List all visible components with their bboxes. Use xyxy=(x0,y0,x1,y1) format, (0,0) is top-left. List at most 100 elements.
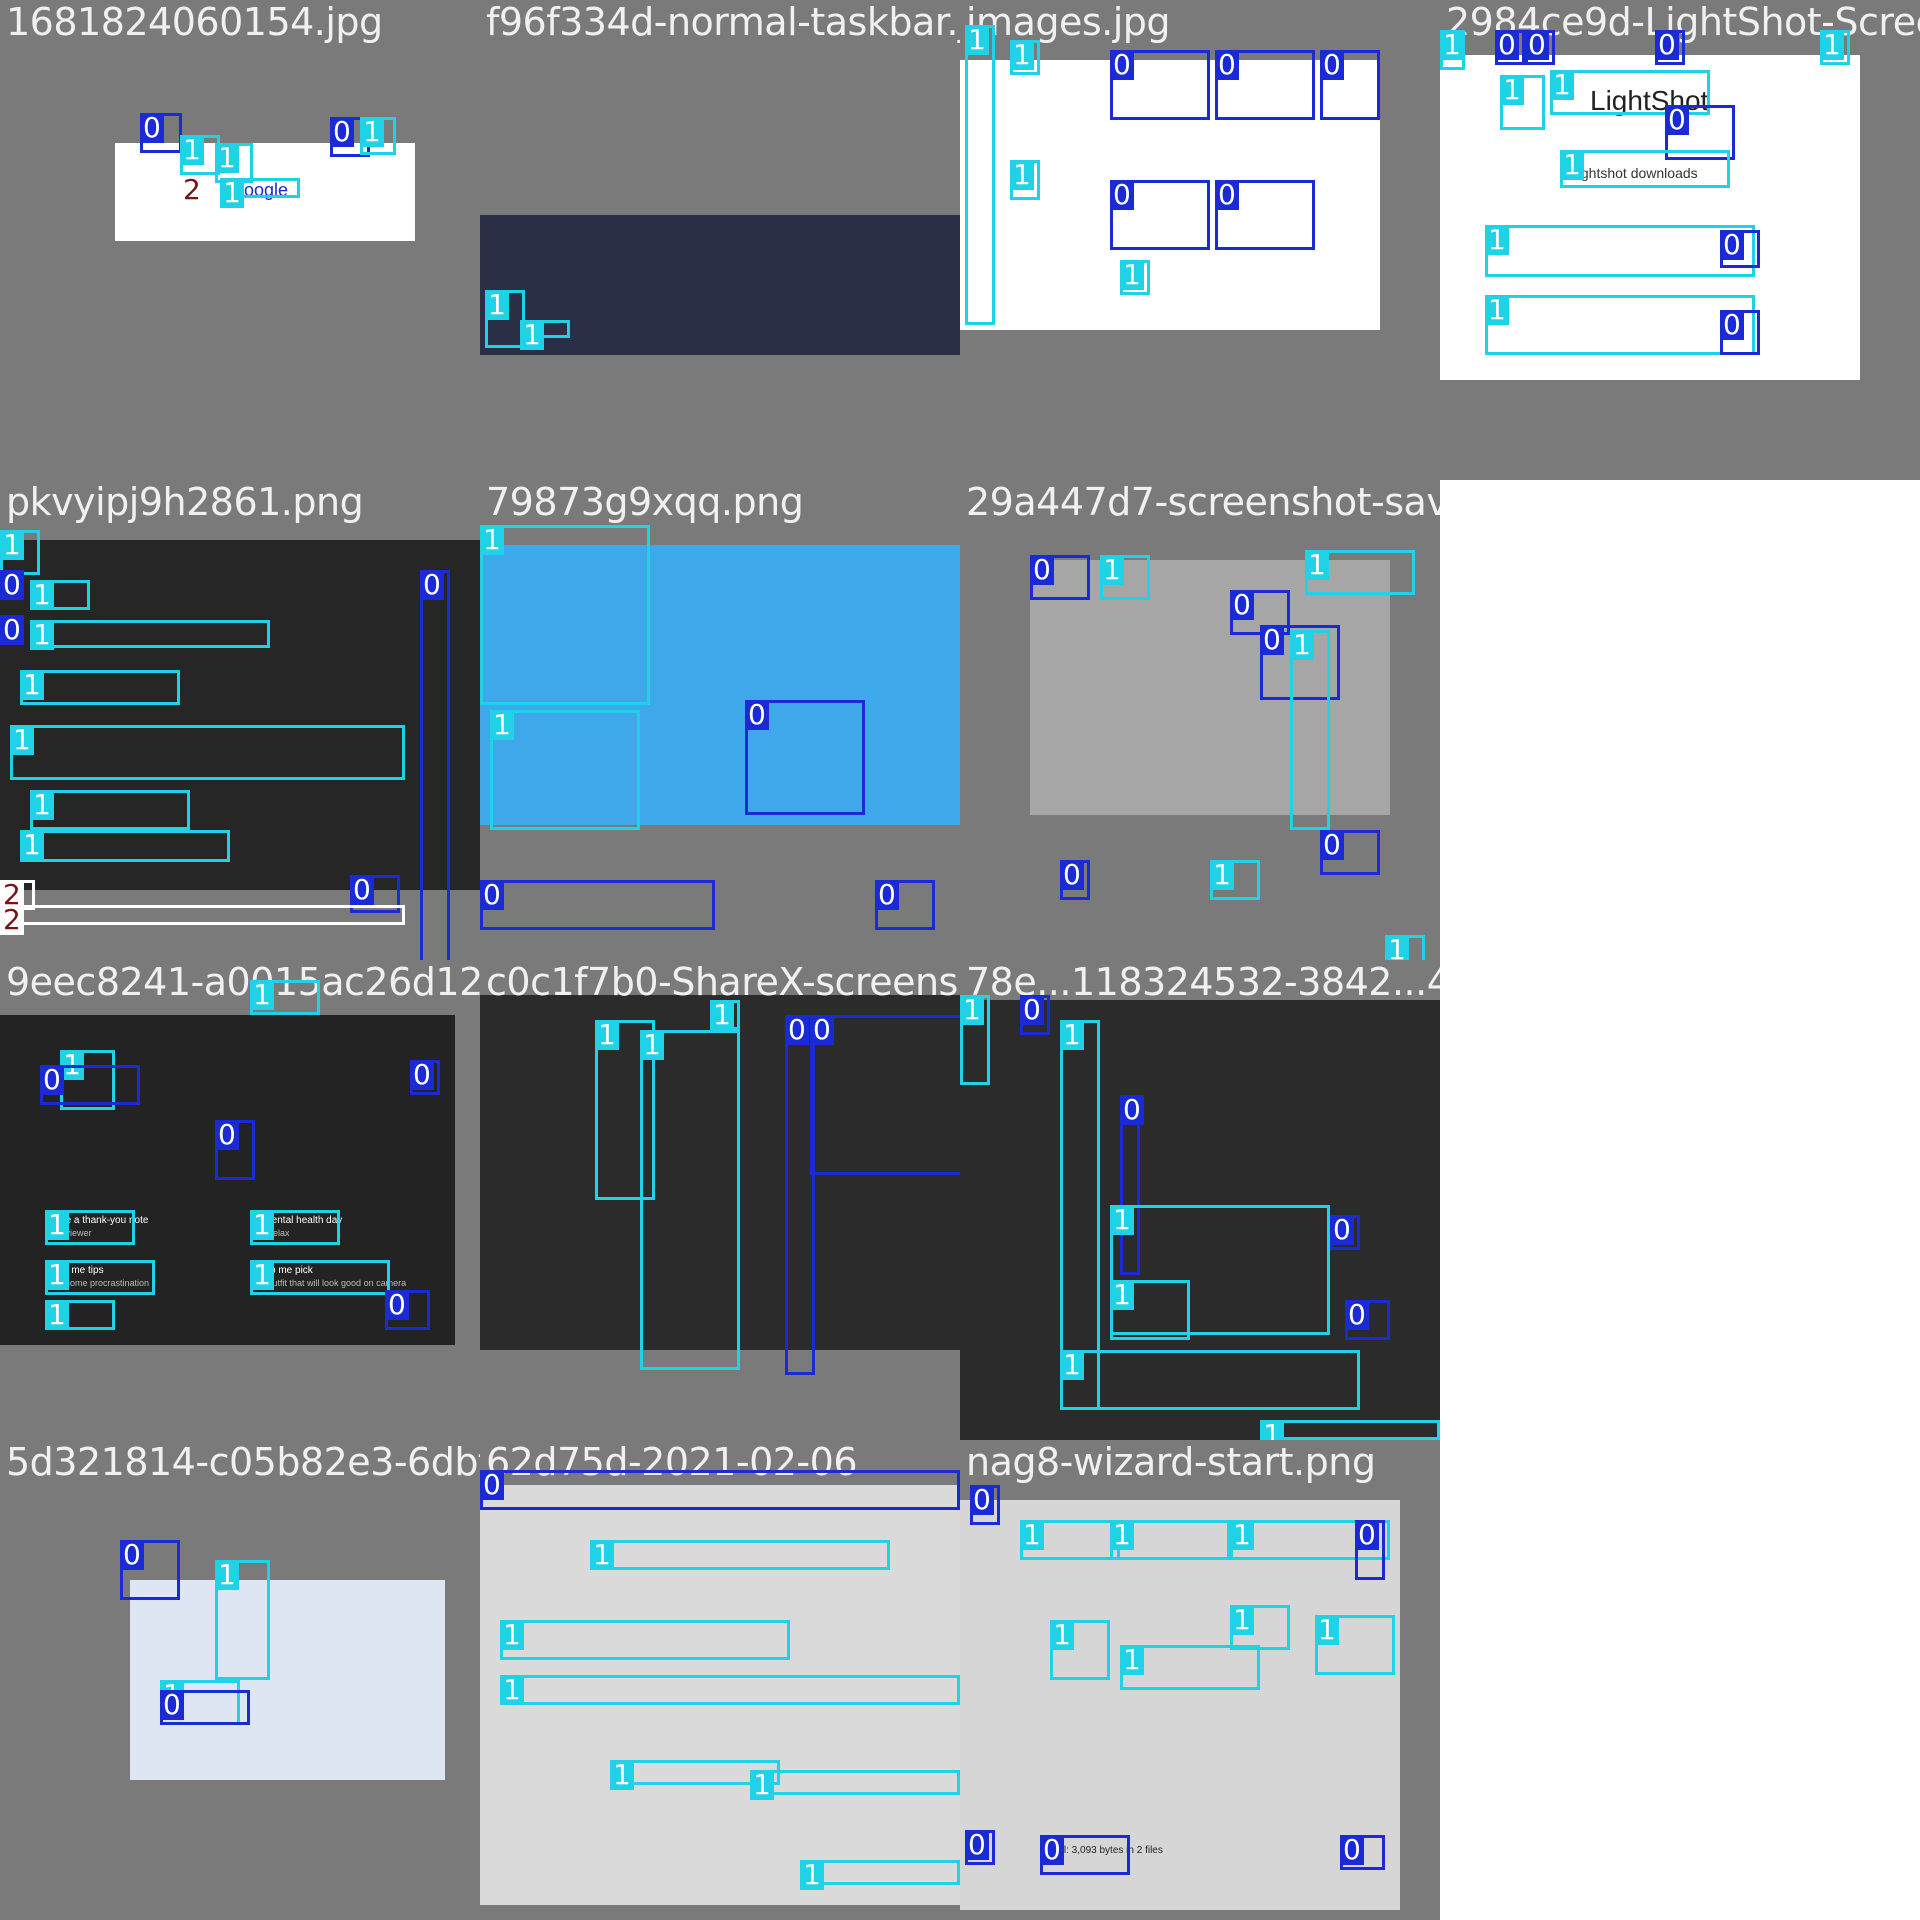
class-badge: 1 xyxy=(1050,1620,1074,1650)
class-badge: 1 xyxy=(1210,860,1234,890)
bounding-box-class-1: 1 xyxy=(960,995,990,1085)
class-badge: 1 xyxy=(485,290,509,320)
bounding-box-class-0: 0 xyxy=(0,570,24,600)
cell-filename: images.jpg xyxy=(966,0,1171,44)
class-badge: 0 xyxy=(1120,1095,1144,1125)
class-badge: 1 xyxy=(215,1560,239,1590)
class-badge: 1 xyxy=(0,530,24,560)
panel-label: Give me tips xyxy=(48,1265,104,1276)
bounding-box-class-1: 1 xyxy=(1010,160,1040,200)
bounding-box-class-1: 1 xyxy=(1100,555,1150,600)
class-badge: 0 xyxy=(1655,30,1679,60)
bounding-box-class-0: 0 xyxy=(1720,310,1760,355)
class-badge: 0 xyxy=(1345,1300,1369,1330)
bounding-box-class-1: 1 xyxy=(45,1210,135,1245)
class-badge: 0 xyxy=(1215,50,1239,80)
class-badge: 0 xyxy=(1495,30,1519,60)
bounding-box-class-0: 0 xyxy=(1110,180,1210,250)
cell-filename: c0c1f7b0-ShareX-screenshot xyxy=(486,960,960,1004)
class-badge: 1 xyxy=(1060,1350,1084,1380)
cell-filename: 29a447d7-screenshot-save-location-1-800x xyxy=(966,480,1440,524)
screenshot-panel xyxy=(480,1485,960,1905)
class-badge: 0 xyxy=(1330,1215,1354,1245)
class-badge: 0 xyxy=(480,1470,504,1500)
bounding-box-class-1: 1 xyxy=(45,1300,115,1330)
grid-cell: 5d321814-c05b82e3-6dbf-400110 xyxy=(0,1440,480,1920)
class-badge: 1 xyxy=(1110,1520,1134,1550)
cell-filename: 9eec8241-a0015ac26d12d0 xyxy=(6,960,480,1004)
class-badge: 0 xyxy=(1040,1835,1064,1865)
class-badge: 0 xyxy=(1320,50,1344,80)
bounding-box-class-0: 0 xyxy=(785,1015,815,1375)
class-badge: 0 xyxy=(410,1060,434,1090)
class-badge: 1 xyxy=(1060,1020,1084,1050)
bounding-box-class-1: 1 xyxy=(180,135,220,175)
grid-cell xyxy=(1440,960,1920,1440)
class-badge: 1 xyxy=(30,580,54,610)
class-badge: 1 xyxy=(1010,160,1034,190)
class-badge: 1 xyxy=(1260,1420,1284,1440)
class-badge: 0 xyxy=(1230,590,1254,620)
panel-label: a mental health day xyxy=(255,1215,343,1226)
bounding-box-class-1: 1 xyxy=(1060,1020,1100,1410)
class-badge: 1 xyxy=(595,1020,619,1050)
class-badge: 1 xyxy=(45,1260,69,1290)
class-badge: 0 xyxy=(120,1540,144,1570)
bounding-box-class-1: 1 xyxy=(710,1000,740,1030)
class-badge: 0 xyxy=(785,1015,809,1045)
class-badge: 1 xyxy=(520,320,544,350)
class-badge: 0 xyxy=(0,615,24,645)
class-badge: 1 xyxy=(360,117,384,147)
bounding-box-class-1: 1 xyxy=(30,620,270,650)
grid-cell: 9eec8241-a0015ac26d12d0 Write a thank-you… xyxy=(0,960,480,1440)
bounding-box-class-1: 1 xyxy=(490,710,640,830)
class-badge: 1 xyxy=(250,1210,274,1240)
cell-filename: 62d75d-2021-02-06 xyxy=(486,1440,858,1484)
class-badge: 2 xyxy=(180,175,204,205)
screenshot-panel xyxy=(480,545,960,825)
class-badge: 1 xyxy=(960,995,984,1025)
bounding-box-class-2: 2 xyxy=(0,905,405,935)
panel-label: an outfit that will look good on camera xyxy=(255,1278,407,1288)
bounding-box-class-1: 1 xyxy=(20,670,180,705)
bounding-box-class-1: 1 xyxy=(1110,1280,1190,1340)
class-badge: 0 xyxy=(1020,995,1044,1025)
class-badge: 1 xyxy=(1485,295,1509,325)
class-badge: 1 xyxy=(1500,75,1524,105)
bounding-box-class-1: 1 xyxy=(10,725,405,780)
cell-filename: nag8-wizard-start.png xyxy=(966,1440,1376,1484)
bounding-box-class-0: 0 xyxy=(410,1060,440,1095)
class-badge: 1 xyxy=(590,1540,614,1570)
bounding-box-class-0: 0 xyxy=(1720,230,1760,268)
grid-cell: 78e...118324532-3842...400-b438-11eb-921… xyxy=(960,960,1440,1440)
class-badge: 0 xyxy=(385,1290,409,1320)
class-badge: 1 xyxy=(500,1620,524,1650)
bounding-box-class-1: 1 xyxy=(1315,1615,1395,1675)
bounding-box-class-0: 0 xyxy=(1060,860,1090,900)
bounding-box-class-0: 0 xyxy=(1330,1215,1360,1250)
bounding-box-class-1: 1 xyxy=(1050,1620,1110,1680)
bounding-box-class-0: 0 xyxy=(420,570,450,960)
grid-cell: 79873g9xqq.png 1 1 0 0 0 xyxy=(480,480,960,960)
class-badge: 1 xyxy=(500,1675,524,1705)
bounding-box-class-0: 0 xyxy=(1320,830,1380,875)
bounding-box-class-1: 1 xyxy=(30,790,190,830)
bounding-box-class-1: 1 xyxy=(45,1260,155,1295)
screenshot-panel xyxy=(1440,55,1860,380)
bounding-box-class-0: 0 xyxy=(745,700,865,815)
bounding-box-class-0: 0 xyxy=(385,1290,430,1330)
class-badge: 1 xyxy=(1100,555,1124,585)
panel-label: overcome procrastination xyxy=(48,1278,150,1288)
class-badge: 0 xyxy=(1525,30,1549,60)
class-badge: 0 xyxy=(1110,180,1134,210)
bounding-box-class-1: 1 xyxy=(1110,1520,1230,1560)
bounding-box-class-1: 1 xyxy=(1120,260,1150,295)
class-badge: 2 xyxy=(0,880,24,910)
bounding-box-class-1: 1 xyxy=(250,1260,390,1295)
cell-filename: 1681824060154.jpg xyxy=(6,0,383,44)
class-badge: 0 xyxy=(1340,1835,1364,1865)
bounding-box-class-0: 0 xyxy=(1655,30,1685,65)
grid-cell: 2984ce9d-LightShot-Screen LightShot Lights… xyxy=(1440,0,1920,480)
class-badge: 1 xyxy=(1230,1605,1254,1635)
bounding-box-class-1: 1 xyxy=(250,1210,340,1245)
